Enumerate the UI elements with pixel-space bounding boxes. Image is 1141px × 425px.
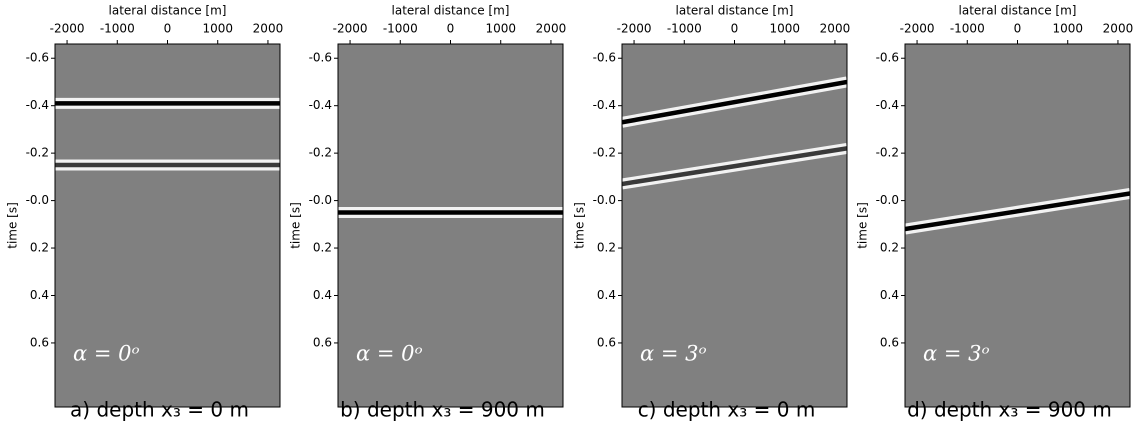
y-tick-label: -0.0 bbox=[593, 193, 616, 207]
y-tick-label: 0.2 bbox=[313, 241, 332, 255]
y-tick-label: -0.6 bbox=[876, 51, 899, 65]
y-tick-label: -0.2 bbox=[593, 146, 616, 160]
x-tick-label: 0 bbox=[447, 22, 455, 36]
panel: lateral distance [m] -2000 -1000 0 1000 2000 -… bbox=[573, 4, 851, 422]
y-tick-label: -0.6 bbox=[309, 51, 332, 65]
y-tick-label: 0.6 bbox=[597, 335, 616, 349]
y-tick-label: -0.4 bbox=[876, 98, 899, 112]
y-tick-label: 0.2 bbox=[30, 241, 49, 255]
annotation: α = 0ᵒ bbox=[73, 342, 140, 366]
x-axis-title: lateral distance [m] bbox=[959, 4, 1077, 18]
x-tick-label: -2000 bbox=[50, 22, 85, 36]
x-tick-label: 0 bbox=[731, 22, 739, 36]
x-tick-label: -1000 bbox=[100, 22, 135, 36]
y-tick-label: -0.6 bbox=[26, 51, 49, 65]
caption: c) depth x₃ = 0 m bbox=[638, 398, 816, 422]
panel: lateral distance [m] -2000 -1000 0 1000 2000 -… bbox=[6, 4, 284, 422]
y-tick-label: 0.6 bbox=[880, 335, 899, 349]
y-tick-label: 0.4 bbox=[880, 288, 899, 302]
x-tick-label: -1000 bbox=[667, 22, 702, 36]
event-line bbox=[905, 191, 1130, 232]
y-tick-label: -0.2 bbox=[876, 146, 899, 160]
y-tick-label: -0.0 bbox=[876, 193, 899, 207]
panel: lateral distance [m] -2000 -1000 0 1000 2000 -… bbox=[856, 4, 1134, 422]
x-tick-label: 0 bbox=[164, 22, 172, 36]
x-tick-label: -2000 bbox=[900, 22, 935, 36]
y-tick-label: -0.0 bbox=[309, 193, 332, 207]
x-tick-label: 1000 bbox=[202, 22, 233, 36]
y-axis-title: time [s] bbox=[856, 202, 870, 249]
plot-area bbox=[905, 188, 1130, 235]
y-axis-title: time [s] bbox=[289, 202, 303, 249]
y-tick-label: 0.6 bbox=[30, 335, 49, 349]
x-tick-label: 2000 bbox=[536, 22, 567, 36]
y-tick-label: 0.4 bbox=[313, 288, 332, 302]
caption: a) depth x₃ = 0 m bbox=[70, 398, 249, 422]
y-tick-label: -0.4 bbox=[309, 98, 332, 112]
x-tick-label: 2000 bbox=[1103, 22, 1134, 36]
x-tick-label: -1000 bbox=[950, 22, 985, 36]
y-axis-title: time [s] bbox=[6, 202, 20, 249]
x-tick-label: -2000 bbox=[617, 22, 652, 36]
x-tick-label: 1000 bbox=[1052, 22, 1083, 36]
caption: b) depth x₃ = 900 m bbox=[340, 398, 545, 422]
annotation: α = 3ᵒ bbox=[640, 342, 707, 366]
y-tick-label: -0.6 bbox=[593, 51, 616, 65]
y-tick-label: 0.2 bbox=[597, 241, 616, 255]
x-axis-title: lateral distance [m] bbox=[676, 4, 794, 18]
y-tick-label: 0.2 bbox=[880, 241, 899, 255]
y-tick-label: -0.2 bbox=[309, 146, 332, 160]
x-tick-label: 2000 bbox=[820, 22, 851, 36]
x-axis-title: lateral distance [m] bbox=[109, 4, 227, 18]
y-tick-label: 0.4 bbox=[597, 288, 616, 302]
event-line bbox=[622, 146, 847, 187]
y-tick-label: -0.4 bbox=[593, 98, 616, 112]
y-tick-label: 0.6 bbox=[313, 335, 332, 349]
y-tick-label: -0.4 bbox=[26, 98, 49, 112]
annotation: α = 0ᵒ bbox=[356, 342, 423, 366]
y-axis-title: time [s] bbox=[573, 202, 587, 249]
x-tick-label: 1000 bbox=[485, 22, 516, 36]
x-axis-title: lateral distance [m] bbox=[392, 4, 510, 18]
plot-area bbox=[55, 97, 280, 171]
x-tick-label: 1000 bbox=[769, 22, 800, 36]
x-tick-label: 2000 bbox=[253, 22, 284, 36]
x-tick-label: 0 bbox=[1014, 22, 1022, 36]
y-tick-label: -0.0 bbox=[26, 193, 49, 207]
plot-area bbox=[622, 76, 847, 190]
x-tick-label: -2000 bbox=[333, 22, 368, 36]
x-tick-label: -1000 bbox=[383, 22, 418, 36]
caption: d) depth x₃ = 900 m bbox=[907, 398, 1112, 422]
y-tick-label: 0.4 bbox=[30, 288, 49, 302]
plot-background bbox=[338, 44, 563, 407]
event-line bbox=[622, 79, 847, 125]
annotation: α = 3ᵒ bbox=[923, 342, 990, 366]
panel: lateral distance [m] -2000 -1000 0 1000 2000 -… bbox=[289, 4, 567, 422]
y-tick-label: -0.2 bbox=[26, 146, 49, 160]
